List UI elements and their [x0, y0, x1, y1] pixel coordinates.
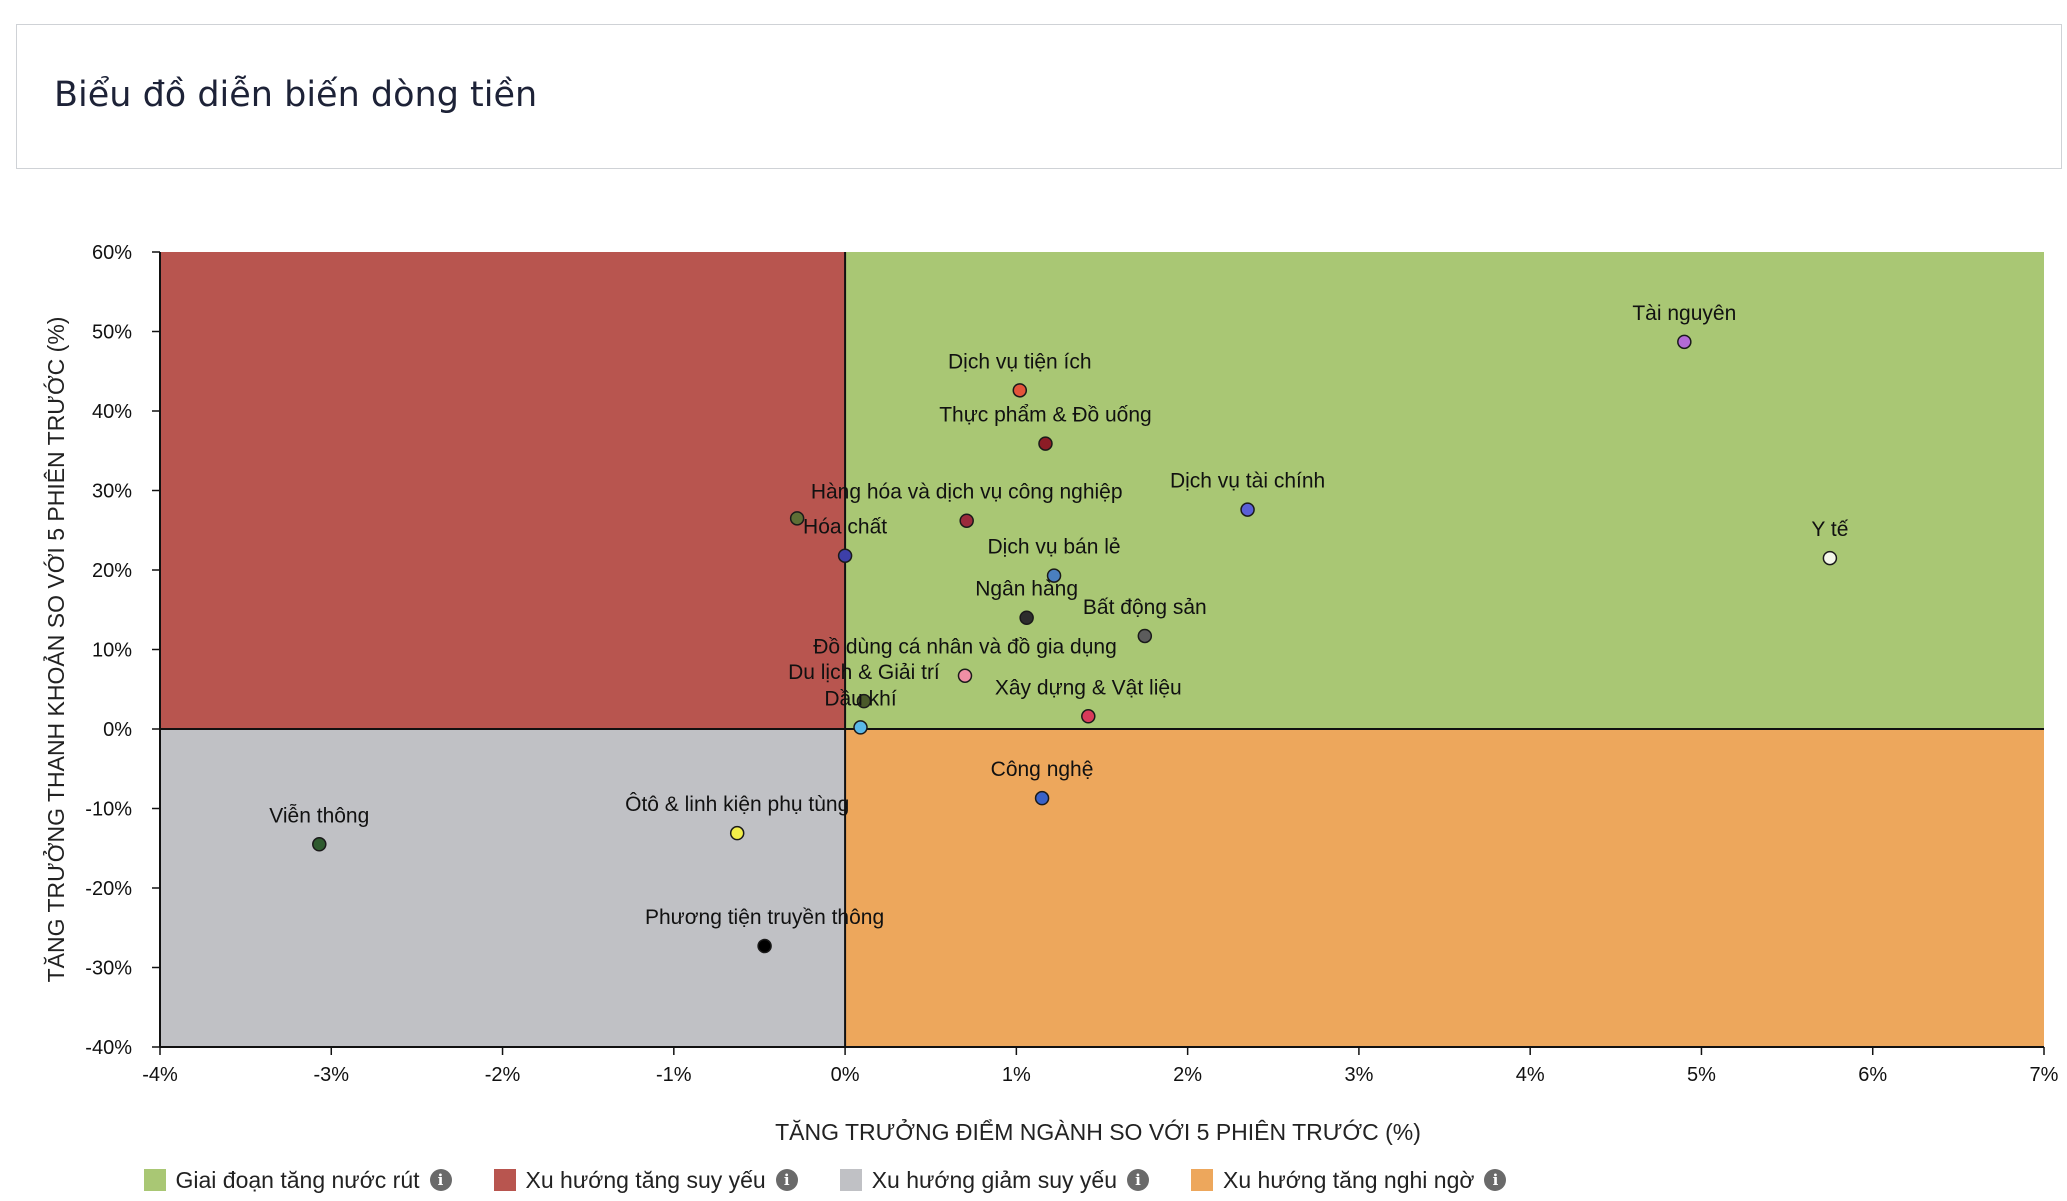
point-14: [1081, 709, 1096, 724]
y-tick-label: 10%: [92, 640, 132, 662]
point-label-14: Xây dựng & Vật liệu: [995, 676, 1182, 699]
point-label-9: Ngân hàng: [975, 578, 1078, 601]
point-label-12: Du lịch & Giải trí: [788, 661, 940, 684]
quadrant-0: [845, 252, 2045, 729]
legend-swatch: [493, 1169, 516, 1191]
x-tick-label: 7%: [2030, 1064, 2059, 1086]
point-3: [1038, 436, 1053, 451]
point-6: [789, 511, 805, 526]
legend-label: Xu hướng tăng suy yếu: [525, 1166, 766, 1193]
quadrant-3: [845, 729, 2045, 1047]
info-icon[interactable]: i: [775, 1169, 798, 1191]
y-tick-label: 40%: [92, 401, 132, 423]
point-9: [1019, 610, 1034, 625]
quadrant-2: [160, 729, 846, 1047]
legend-label: Xu hướng giảm suy yếu: [871, 1166, 1117, 1193]
y-tick-label: -10%: [85, 799, 132, 821]
y-axis-label: TĂNG TRƯỞNG THANH KHOẢN SO VỚI 5 PHIÊN T…: [41, 317, 69, 983]
point-label-13: Dầu khí: [824, 687, 897, 710]
point-label-16: Viễn thông: [269, 804, 369, 827]
x-tick-label: -1%: [656, 1064, 692, 1086]
point-16: [312, 837, 327, 852]
x-tick-label: 5%: [1687, 1064, 1716, 1086]
y-tick-label: -30%: [85, 958, 132, 980]
point-7: [837, 548, 853, 563]
point-label-3: Thực phẩm & Đồ uống: [939, 404, 1152, 427]
info-icon[interactable]: i: [1484, 1169, 1507, 1191]
x-tick-label: -4%: [142, 1064, 178, 1086]
point-label-8: Dịch vụ bán lẻ: [988, 536, 1121, 559]
y-tick-label: 30%: [92, 481, 132, 503]
x-tick-label: 3%: [1344, 1064, 1373, 1086]
point-label-1: Y tế: [1811, 518, 1848, 541]
point-18: [757, 938, 772, 954]
point-label-10: Bất động sản: [1083, 596, 1207, 619]
point-2: [1012, 383, 1028, 398]
y-tick-label: 20%: [92, 560, 132, 582]
point-10: [1137, 628, 1153, 644]
point-0: [1677, 334, 1692, 350]
title-card: Biểu đồ diễn biến dòng tiền: [16, 24, 2062, 169]
point-11: [957, 668, 973, 683]
legend-swatch: [143, 1169, 166, 1191]
point-label-0: Tài nguyên: [1632, 302, 1736, 325]
point-label-5: Hàng hóa và dịch vụ công nghiệp: [811, 481, 1123, 504]
scatter-chart: -4% -3% -2% -1% 0% 1% 2% 3% 4% 5% 6% 7% -40% -30% -20%…: [41, 242, 2059, 1145]
x-tick-label: 4%: [1516, 1064, 1545, 1086]
legend-label: Giai đoạn tăng nước rút: [175, 1166, 420, 1193]
point-8: [1046, 568, 1062, 583]
x-tick-label: -2%: [485, 1064, 521, 1086]
y-tick-label: -40%: [85, 1037, 132, 1059]
x-tick-label: 6%: [1858, 1064, 1887, 1086]
point-4: [1240, 502, 1255, 517]
legend-item-0[interactable]: Giai đoạn tăng nước rút i: [143, 1166, 452, 1194]
y-tick-label: 0%: [103, 719, 132, 741]
x-tick-label: 2%: [1173, 1064, 1202, 1086]
y-tick-label: -20%: [85, 878, 132, 900]
point-1: [1822, 550, 1838, 566]
point-label-17: Ôtô & linh kiện phụ tùng: [625, 793, 849, 816]
x-tick-label: 1%: [1002, 1064, 1031, 1086]
info-icon[interactable]: i: [429, 1169, 452, 1191]
quadrant-1: [160, 252, 846, 729]
point-label-2: Dịch vụ tiện ích: [948, 350, 1092, 373]
point-label-15: Công nghệ: [991, 758, 1094, 781]
point-12: [856, 693, 872, 709]
point-15: [1034, 790, 1050, 806]
x-axis-label: TĂNG TRƯỞNG ĐIỂM NGÀNH SO VỚI 5 PHIÊN TR…: [775, 1117, 1421, 1145]
chart-legend: Giai đoạn tăng nước rút i Xu hướng tăng su…: [0, 1162, 1650, 1198]
point-label-18: Phương tiện truyền thông: [645, 906, 884, 929]
x-tick-label: -3%: [313, 1064, 349, 1086]
legend-item-1[interactable]: Xu hướng tăng suy yếu i: [493, 1166, 798, 1194]
legend-swatch: [1191, 1169, 1213, 1191]
info-icon[interactable]: i: [1127, 1169, 1149, 1191]
x-tick-label: 0%: [831, 1064, 860, 1086]
point-5: [959, 513, 974, 528]
legend-item-2[interactable]: Xu hướng giảm suy yếu i: [839, 1166, 1149, 1194]
y-tick-label: 50%: [92, 322, 132, 344]
point-label-4: Dịch vụ tài chính: [1170, 470, 1325, 493]
legend-swatch: [839, 1169, 862, 1191]
point-label-7: Hóa chất: [803, 516, 887, 539]
chart-title: Biểu đồ diễn biến dòng tiền: [54, 75, 538, 115]
point-label-11: Đồ dùng cá nhân và đồ gia dụng: [813, 636, 1117, 659]
y-tick-label: 60%: [92, 242, 132, 264]
legend-item-3[interactable]: Xu hướng tăng nghi ngờ i: [1191, 1166, 1507, 1194]
point-13: [853, 720, 868, 735]
point-17: [729, 825, 745, 841]
legend-label: Xu hướng tăng nghi ngờ: [1223, 1166, 1475, 1193]
